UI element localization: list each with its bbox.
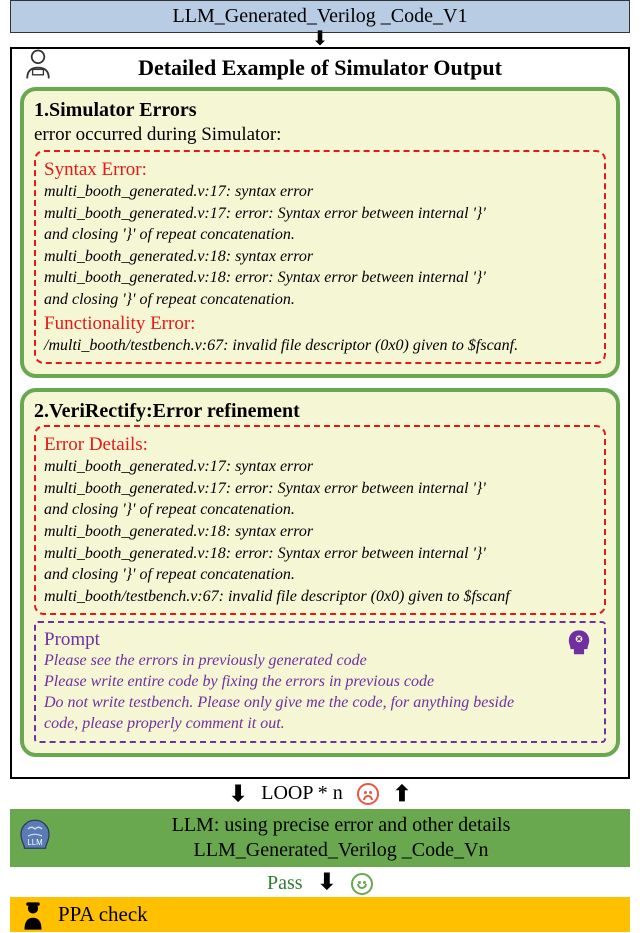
block1-heading: 1.Simulator Errors [34, 99, 606, 122]
loop-row: ⬇ LOOP * n ⬆ [10, 781, 630, 807]
functionality-error-label: Functionality Error: [44, 313, 596, 335]
syntax-line: multi_booth_generated.v:18: error: Synta… [44, 267, 596, 289]
pass-label: Pass [267, 872, 303, 894]
syntax-error-label: Syntax Error: [44, 159, 596, 181]
llm-bar: LLM LLM: using precise error and other d… [10, 809, 630, 867]
functionality-line: /multi_booth/testbench.v:67: invalid fil… [44, 335, 596, 357]
prompt-line: Please see the errors in previously gene… [44, 651, 596, 672]
prompt-line: Do not write testbench. Please only give… [44, 693, 596, 714]
details-line: and closing '}' of repeat concatenation. [44, 564, 596, 586]
arrow-down-icon: ⬇ [318, 869, 336, 894]
verirectify-block: 2.VeriRectify:Error refinement Error Det… [20, 388, 620, 756]
main-frame: Detailed Example of Simulator Output 1.S… [10, 47, 630, 779]
block1-error-box: Syntax Error: multi_booth_generated.v:17… [34, 150, 606, 364]
simulator-errors-block: 1.Simulator Errors error occurred during… [20, 87, 620, 378]
arrow-up-icon: ⬆ [393, 781, 411, 807]
block2-heading: 2.VeriRectify:Error refinement [34, 400, 606, 423]
syntax-line: and closing '}' of repeat concatenation. [44, 289, 596, 311]
block2-error-box: Error Details: multi_booth_generated.v:1… [34, 425, 606, 615]
prompt-box: Prompt Please see the errors in previous… [34, 621, 606, 742]
details-line: multi_booth_generated.v:18: syntax error [44, 521, 596, 543]
ppa-label: PPA check [58, 902, 148, 926]
syntax-line: and closing '}' of repeat concatenation. [44, 224, 596, 246]
block1-subheading: error occurred during Simulator: [34, 124, 606, 146]
details-line: multi_booth_generated.v:17: syntax error [44, 456, 596, 478]
prompt-line: code, please properly comment it out. [44, 714, 596, 735]
arrow-down-icon: ⬇ [229, 781, 247, 807]
details-line: multi_booth_generated.v:17: error: Synta… [44, 478, 596, 500]
pass-row: Pass ⬇ [0, 869, 640, 895]
prompt-line: Please write entire code by fixing the e… [44, 672, 596, 693]
ppa-bar: PPA check [10, 897, 630, 932]
lightbulb-head-icon [562, 627, 596, 661]
prompt-label: Prompt [44, 629, 596, 651]
details-line: multi_booth/testbench.v:67: invalid file… [44, 586, 596, 608]
syntax-line: multi_booth_generated.v:18: syntax error [44, 246, 596, 268]
main-title: Detailed Example of Simulator Output [20, 55, 620, 81]
details-line: multi_booth_generated.v:18: error: Synta… [44, 543, 596, 565]
syntax-line: multi_booth_generated.v:17: error: Synta… [44, 203, 596, 225]
syntax-line: multi_booth_generated.v:17: syntax error [44, 181, 596, 203]
sad-face-icon [357, 783, 379, 805]
error-details-label: Error Details: [44, 434, 596, 456]
inspector-icon [16, 899, 50, 933]
details-line: and closing '}' of repeat concatenation. [44, 499, 596, 521]
persona-icon [20, 46, 56, 82]
top-code-label: LLM_Generated_Verilog _Code_V1 [173, 5, 468, 27]
svg-text:LLM: LLM [27, 837, 42, 846]
loop-label: LOOP * n [261, 782, 342, 805]
llm-bar-line2: LLM_Generated_Verilog _Code_Vn [58, 838, 624, 863]
llm-brain-icon: LLM [14, 815, 56, 857]
llm-bar-line1: LLM: using precise error and other detai… [58, 813, 624, 838]
arrow-down-icon: ⬇ [0, 31, 640, 47]
